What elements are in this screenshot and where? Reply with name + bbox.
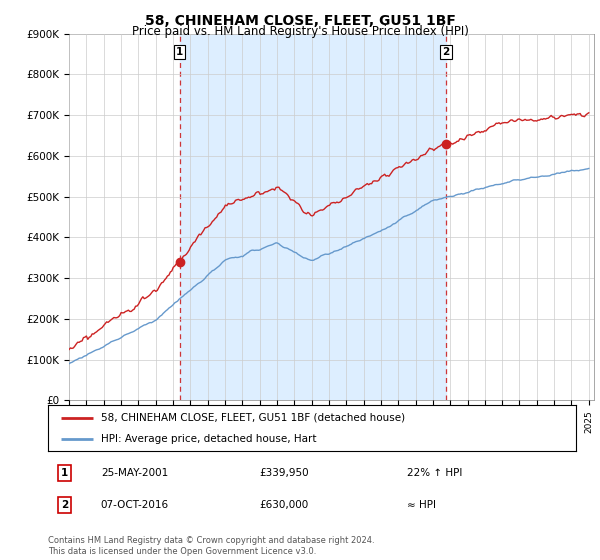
Text: Price paid vs. HM Land Registry's House Price Index (HPI): Price paid vs. HM Land Registry's House … (131, 25, 469, 38)
Text: 2: 2 (61, 500, 68, 510)
Text: Contains HM Land Registry data © Crown copyright and database right 2024.
This d: Contains HM Land Registry data © Crown c… (48, 536, 374, 556)
Text: HPI: Average price, detached house, Hart: HPI: Average price, detached house, Hart (101, 435, 316, 444)
Text: ≈ HPI: ≈ HPI (407, 500, 436, 510)
Text: £630,000: £630,000 (259, 500, 308, 510)
Text: 1: 1 (61, 468, 68, 478)
Text: 58, CHINEHAM CLOSE, FLEET, GU51 1BF (detached house): 58, CHINEHAM CLOSE, FLEET, GU51 1BF (det… (101, 413, 405, 423)
Text: 25-MAY-2001: 25-MAY-2001 (101, 468, 168, 478)
Text: 1: 1 (176, 47, 183, 57)
Bar (179, 34, 446, 400)
Text: 2: 2 (443, 47, 450, 57)
Text: 58, CHINEHAM CLOSE, FLEET, GU51 1BF: 58, CHINEHAM CLOSE, FLEET, GU51 1BF (145, 14, 455, 28)
Text: 07-OCT-2016: 07-OCT-2016 (101, 500, 169, 510)
Text: 22% ↑ HPI: 22% ↑ HPI (407, 468, 463, 478)
Text: £339,950: £339,950 (259, 468, 309, 478)
